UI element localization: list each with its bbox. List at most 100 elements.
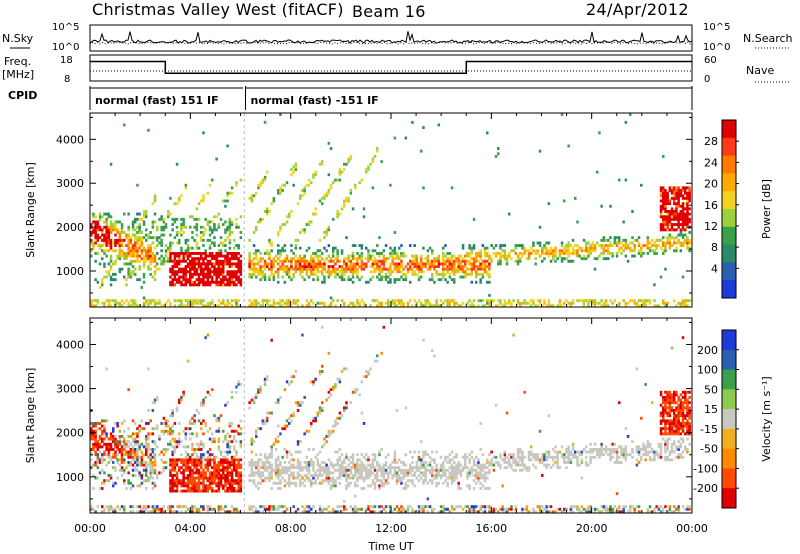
data-cell bbox=[371, 186, 375, 190]
data-cell bbox=[151, 455, 155, 459]
data-cell bbox=[486, 246, 489, 250]
data-cell bbox=[411, 270, 414, 274]
data-cell bbox=[675, 241, 678, 245]
data-cell bbox=[301, 505, 304, 509]
data-cell bbox=[321, 406, 324, 410]
data-cell bbox=[197, 262, 201, 266]
data-cell bbox=[281, 275, 284, 279]
data-cell bbox=[270, 455, 273, 459]
data-cell bbox=[259, 453, 262, 457]
data-cell bbox=[224, 259, 227, 263]
data-cell bbox=[380, 505, 383, 509]
data-cell bbox=[151, 427, 155, 431]
data-cell bbox=[547, 299, 551, 303]
data-cell bbox=[545, 249, 548, 253]
data-cell bbox=[228, 280, 232, 284]
data-cell bbox=[204, 267, 207, 271]
data-cell bbox=[274, 507, 278, 511]
data-cell bbox=[149, 246, 152, 250]
data-cell bbox=[417, 278, 421, 282]
data-cell bbox=[675, 249, 678, 253]
data-cell bbox=[303, 259, 306, 263]
data-cell bbox=[426, 299, 430, 303]
data-cell bbox=[499, 262, 502, 266]
data-cell bbox=[301, 333, 304, 337]
data-cell bbox=[167, 442, 170, 446]
data-cell bbox=[310, 484, 313, 488]
data-cell bbox=[123, 471, 126, 475]
data-cell bbox=[288, 275, 291, 279]
data-cell bbox=[279, 252, 282, 255]
data-cell bbox=[340, 453, 344, 457]
data-cell bbox=[277, 476, 280, 480]
data-cell bbox=[120, 505, 124, 509]
data-cell bbox=[279, 396, 282, 399]
data-cell bbox=[109, 241, 113, 245]
data-cell bbox=[175, 510, 179, 513]
data-cell bbox=[453, 299, 456, 303]
data-cell bbox=[134, 254, 137, 258]
data-cell bbox=[543, 299, 546, 303]
data-cell bbox=[279, 471, 282, 475]
data-cell bbox=[200, 466, 203, 470]
data-cell bbox=[195, 262, 199, 266]
data-cell bbox=[226, 463, 229, 467]
data-cell bbox=[173, 468, 177, 472]
data-cell bbox=[96, 252, 100, 255]
data-cell bbox=[217, 505, 221, 509]
data-cell bbox=[136, 505, 139, 509]
data-cell bbox=[356, 262, 359, 266]
data-cell bbox=[215, 283, 218, 287]
data-cell bbox=[184, 461, 188, 464]
data-cell bbox=[235, 304, 238, 307]
data-cell bbox=[395, 471, 399, 475]
data-cell bbox=[285, 257, 289, 261]
data-cell bbox=[288, 481, 291, 485]
data-cell bbox=[142, 223, 146, 226]
data-cell bbox=[195, 246, 199, 250]
data-cell bbox=[230, 223, 234, 226]
data-cell bbox=[479, 299, 482, 303]
data-cell bbox=[215, 419, 218, 423]
data-cell bbox=[277, 189, 280, 192]
data-cell bbox=[521, 301, 524, 305]
data-cell bbox=[153, 304, 157, 307]
data-cell bbox=[347, 275, 350, 279]
data-cell bbox=[186, 484, 190, 488]
data-cell bbox=[420, 149, 423, 153]
data-cell bbox=[138, 461, 141, 464]
data-cell bbox=[446, 476, 449, 480]
data-cell bbox=[259, 181, 262, 185]
data-cell bbox=[158, 435, 161, 438]
data-cell bbox=[552, 252, 555, 255]
data-cell bbox=[664, 210, 667, 213]
data-cell bbox=[323, 196, 326, 200]
data-cell bbox=[371, 299, 375, 303]
data-cell bbox=[453, 474, 456, 477]
data-cell bbox=[138, 259, 141, 263]
data-cell bbox=[279, 301, 282, 305]
data-cell bbox=[340, 272, 344, 276]
data-cell bbox=[92, 244, 95, 247]
data-cell bbox=[554, 259, 557, 263]
data-cell bbox=[270, 507, 273, 511]
data-cell bbox=[351, 207, 355, 211]
data-cell bbox=[303, 396, 306, 399]
data-cell bbox=[472, 259, 476, 263]
data-cell bbox=[305, 463, 309, 467]
data-cell bbox=[261, 265, 265, 268]
data-cell bbox=[213, 474, 216, 477]
data-cell bbox=[679, 223, 683, 226]
data-cell bbox=[228, 278, 232, 282]
data-cell bbox=[153, 463, 157, 467]
data-cell bbox=[173, 481, 177, 485]
data-cell bbox=[270, 411, 273, 415]
data-cell bbox=[312, 278, 315, 282]
data-cell bbox=[664, 223, 667, 226]
data-cell bbox=[343, 272, 346, 276]
data-cell bbox=[395, 409, 399, 412]
data-cell bbox=[200, 453, 203, 457]
data-cell bbox=[268, 252, 271, 255]
data-cell bbox=[558, 301, 562, 305]
data-cell bbox=[464, 275, 467, 279]
